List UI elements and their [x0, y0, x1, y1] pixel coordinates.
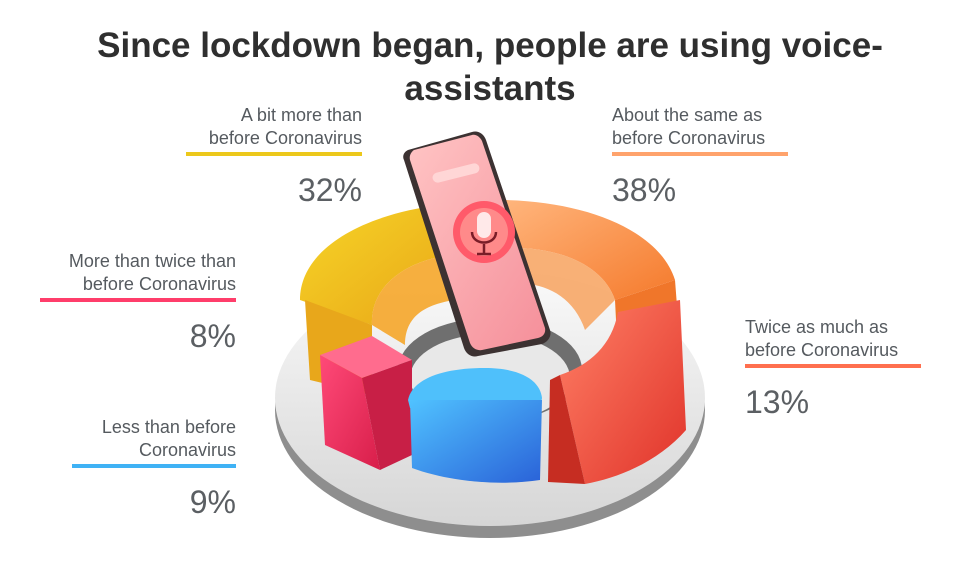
chart-segment-twice-much [548, 300, 686, 484]
legend-about-same: About the same as before Coronavirus 38% [612, 104, 788, 210]
legend-percent: 13% [745, 384, 810, 420]
legend-bar-less [72, 464, 236, 468]
legend-more-than-twice: More than twice than before Coronavirus … [40, 250, 236, 356]
legend-percent: 32% [297, 172, 362, 208]
legend-label: A bit more than [240, 105, 362, 125]
chart-segment-more-than-twice [320, 336, 412, 470]
legend-label: About the same as [612, 105, 763, 125]
legend-bit-more: A bit more than before Coronavirus 32% [186, 104, 362, 210]
legend-percent: 8% [189, 318, 236, 354]
microphone-icon [470, 212, 498, 256]
legend-label: before Coronavirus [208, 128, 362, 148]
legend-bar-about-same [612, 152, 788, 156]
legend-label: Less than before [101, 417, 236, 437]
legend-less: Less than before Coronavirus 9% [72, 416, 236, 522]
legend-twice-much: Twice as much as before Coronavirus 13% [745, 316, 921, 422]
legend-label: before Coronavirus [612, 128, 766, 148]
legend-label: More than twice than [68, 251, 236, 271]
legend-label: before Coronavirus [745, 340, 899, 360]
legend-label: Coronavirus [138, 440, 236, 460]
legend-bar-bit-more [186, 152, 362, 156]
legend-percent: 38% [612, 172, 677, 208]
legend-bar-more-than-twice [40, 298, 236, 302]
chart-title: Since lockdown began, people are using v… [97, 26, 883, 108]
legend-bar-twice-much [745, 364, 921, 368]
legend-label: Twice as much as [745, 317, 889, 337]
chart-segment-less [408, 368, 542, 483]
legend-percent: 9% [189, 484, 236, 520]
legend-label: before Coronavirus [82, 274, 236, 294]
